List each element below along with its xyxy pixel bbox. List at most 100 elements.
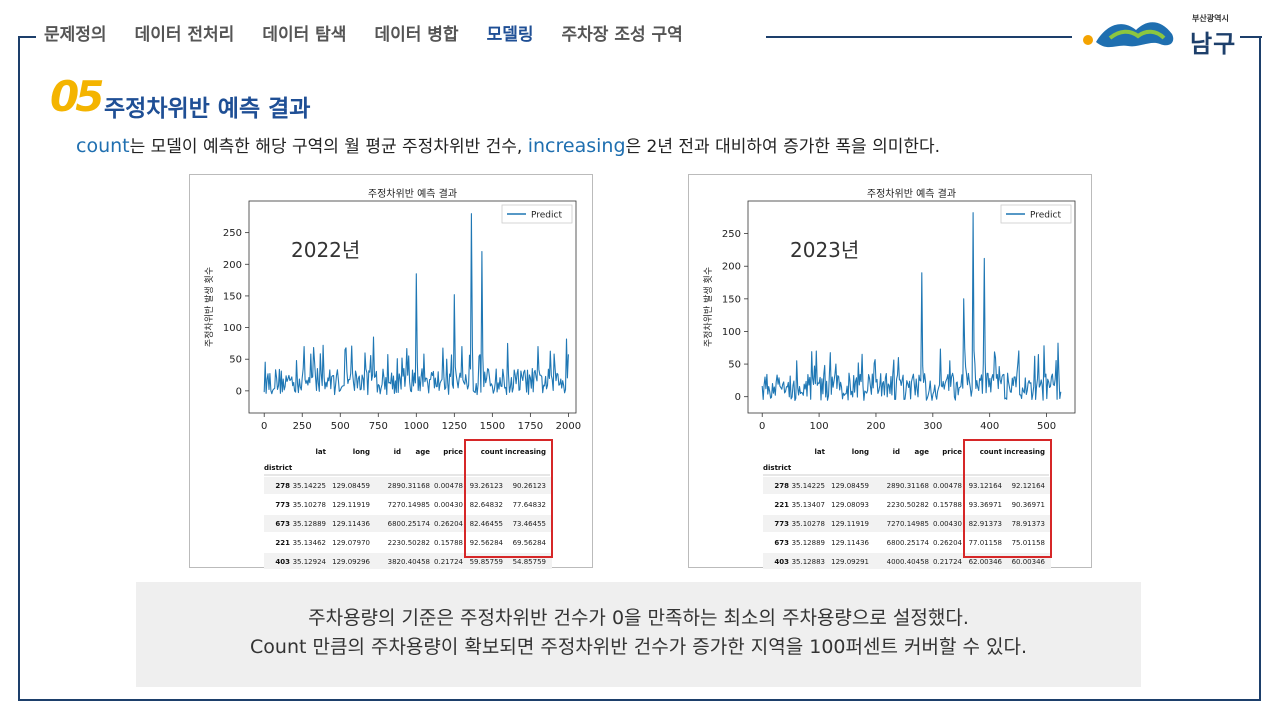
table-cell-id: 289 <box>388 482 401 490</box>
x-tick-label: 400 <box>980 421 999 432</box>
table-row-index: 221 <box>275 539 290 547</box>
nav-item-parking-area[interactable]: 주차장 조성 구역 <box>561 25 683 45</box>
year-annotation: 2023년 <box>790 238 859 262</box>
table-row-index: 403 <box>275 558 290 566</box>
x-tick-label: 500 <box>331 421 350 432</box>
y-tick-label: 250 <box>722 229 741 240</box>
table-index-name: district <box>264 464 293 472</box>
table-cell-lat: 35.12889 <box>792 539 825 547</box>
table-cell-price: 0.00430 <box>434 501 463 509</box>
table-cell-age: 0.50282 <box>401 539 430 547</box>
table-cell-increasing: 54.85759 <box>513 558 546 566</box>
x-tick-label: 2000 <box>556 421 581 432</box>
x-tick-label: 1250 <box>442 421 467 432</box>
table-cell-lat: 35.13407 <box>792 501 825 509</box>
y-tick-label: 200 <box>722 262 741 273</box>
table-cell-increasing: 60.00346 <box>1012 558 1046 566</box>
table-cell-count: 93.36971 <box>969 501 1002 509</box>
y-tick-label: 250 <box>223 228 242 239</box>
logo-mark-icon <box>1083 22 1174 48</box>
table-cell-price: 0.00430 <box>933 520 962 528</box>
table-cell-id: 382 <box>388 558 401 566</box>
table-cell-lat: 35.14225 <box>792 482 825 490</box>
table-row-index: 221 <box>774 501 789 509</box>
table-cell-lat: 35.14225 <box>293 482 326 490</box>
table-cell-count: 82.64832 <box>470 501 503 509</box>
table-header-lat: lat <box>316 448 327 456</box>
table-row-index: 673 <box>774 539 789 547</box>
table-cell-increasing: 90.36971 <box>1012 501 1045 509</box>
logo-district-text: 남구 <box>1190 30 1237 58</box>
table-cell-price: 0.00478 <box>434 482 463 490</box>
y-axis-label: 주정차위반 발생 횟수 <box>203 267 215 347</box>
table-row-bg <box>763 515 1051 532</box>
table-cell-increasing: 92.12164 <box>1012 482 1046 490</box>
x-tick-label: 250 <box>293 421 312 432</box>
table-cell-long: 129.11436 <box>831 539 869 547</box>
table-cell-long: 129.09291 <box>831 558 869 566</box>
nav-item-exploration[interactable]: 데이터 탐색 <box>262 25 347 45</box>
table-cell-long: 129.09296 <box>332 558 370 566</box>
table-cell-lat: 35.10278 <box>293 501 326 509</box>
table-header-increasing: increasing <box>505 448 546 456</box>
summary-callout: 주차용량의 기준은 주정차위반 건수가 0을 만족하는 최소의 주차용량으로 설… <box>136 582 1141 687</box>
chart-panel-2022: 주정차위반 예측 결과 0 250 500 750 1000 1250 1500 1750 200… <box>189 174 593 569</box>
x-tick-label: 0 <box>261 421 267 432</box>
table-cell-long: 129.08459 <box>831 482 869 490</box>
table-cell-age: 0.50282 <box>900 501 929 509</box>
nav-item-merge[interactable]: 데이터 병합 <box>374 25 459 45</box>
table-header-price: price <box>443 448 463 456</box>
header-line-right <box>766 36 1072 38</box>
table-header-count: count <box>980 448 1003 456</box>
table-cell-price: 0.26204 <box>933 539 962 547</box>
chart-title: 주정차위반 예측 결과 <box>368 187 457 200</box>
table-header-count: count <box>481 448 504 456</box>
callout-line-2: Count 만큼의 주차용량이 확보되면 주정차위반 건수가 증가한 지역을 1… <box>250 636 1027 658</box>
nav-item-problem[interactable]: 문제정의 <box>44 25 107 45</box>
table-cell-count: 92.56284 <box>470 539 504 547</box>
table-index-name: district <box>763 464 792 472</box>
table-cell-count: 93.26123 <box>470 482 503 490</box>
table-cell-increasing: 90.26123 <box>513 482 546 490</box>
nav-item-preprocessing[interactable]: 데이터 전처리 <box>134 25 235 45</box>
table-cell-age: 0.31168 <box>401 482 430 490</box>
table-cell-count: 82.91373 <box>969 520 1002 528</box>
table-cell-age: 0.40458 <box>401 558 430 566</box>
legend-label: Predict <box>531 211 562 221</box>
table-header-id: id <box>394 448 401 456</box>
description-part1: 는 모델이 예측한 해당 구역의 월 평균 주정차위반 건수, <box>129 137 528 157</box>
plot-area <box>248 200 577 414</box>
nav-item-modeling[interactable]: 모델링 <box>486 25 534 45</box>
table-cell-age: 0.40458 <box>900 558 929 566</box>
year-annotation: 2022년 <box>291 238 360 262</box>
table-cell-id: 727 <box>887 520 900 528</box>
header-line-end <box>1240 36 1262 38</box>
table-header-long: long <box>852 448 869 456</box>
table-cell-lat: 35.13462 <box>293 539 326 547</box>
table-header-age: age <box>416 448 431 456</box>
keyword-increasing: increasing <box>527 135 626 157</box>
y-tick-label: 50 <box>229 355 242 366</box>
content-frame <box>18 36 1261 701</box>
table-cell-count: 62.00346 <box>969 558 1003 566</box>
x-tick-label: 0 <box>759 421 765 432</box>
callout-line-1: 주차용량의 기준은 주정차위반 건수가 0을 만족하는 최소의 주차용량으로 설… <box>308 607 969 629</box>
y-tick-label: 150 <box>722 294 741 305</box>
y-tick-label: 100 <box>722 327 741 338</box>
table-cell-increasing: 77.64832 <box>513 501 546 509</box>
table-cell-count: 59.85759 <box>470 558 503 566</box>
table-cell-count: 77.01158 <box>969 539 1002 547</box>
table-cell-price: 0.21724 <box>434 558 463 566</box>
table-cell-long: 129.11436 <box>332 520 370 528</box>
y-tick-label: 150 <box>223 291 242 302</box>
legend-label: Predict <box>1030 211 1061 221</box>
table-cell-age: 0.31168 <box>900 482 929 490</box>
table-header-price: price <box>942 448 962 456</box>
table-cell-long: 129.11919 <box>332 501 370 509</box>
table-row-index: 278 <box>275 482 290 490</box>
top-nav: 문제정의 데이터 전처리 데이터 탐색 데이터 병합 모델링 주차장 조성 구역 <box>36 20 719 45</box>
x-tick-label: 1750 <box>518 421 543 432</box>
x-tick-label: 1000 <box>404 421 429 432</box>
x-tick-label: 750 <box>369 421 388 432</box>
prediction-chart-2022: 주정차위반 예측 결과0 250 500 750 1000 1250 1500 1750 200… <box>203 187 581 569</box>
